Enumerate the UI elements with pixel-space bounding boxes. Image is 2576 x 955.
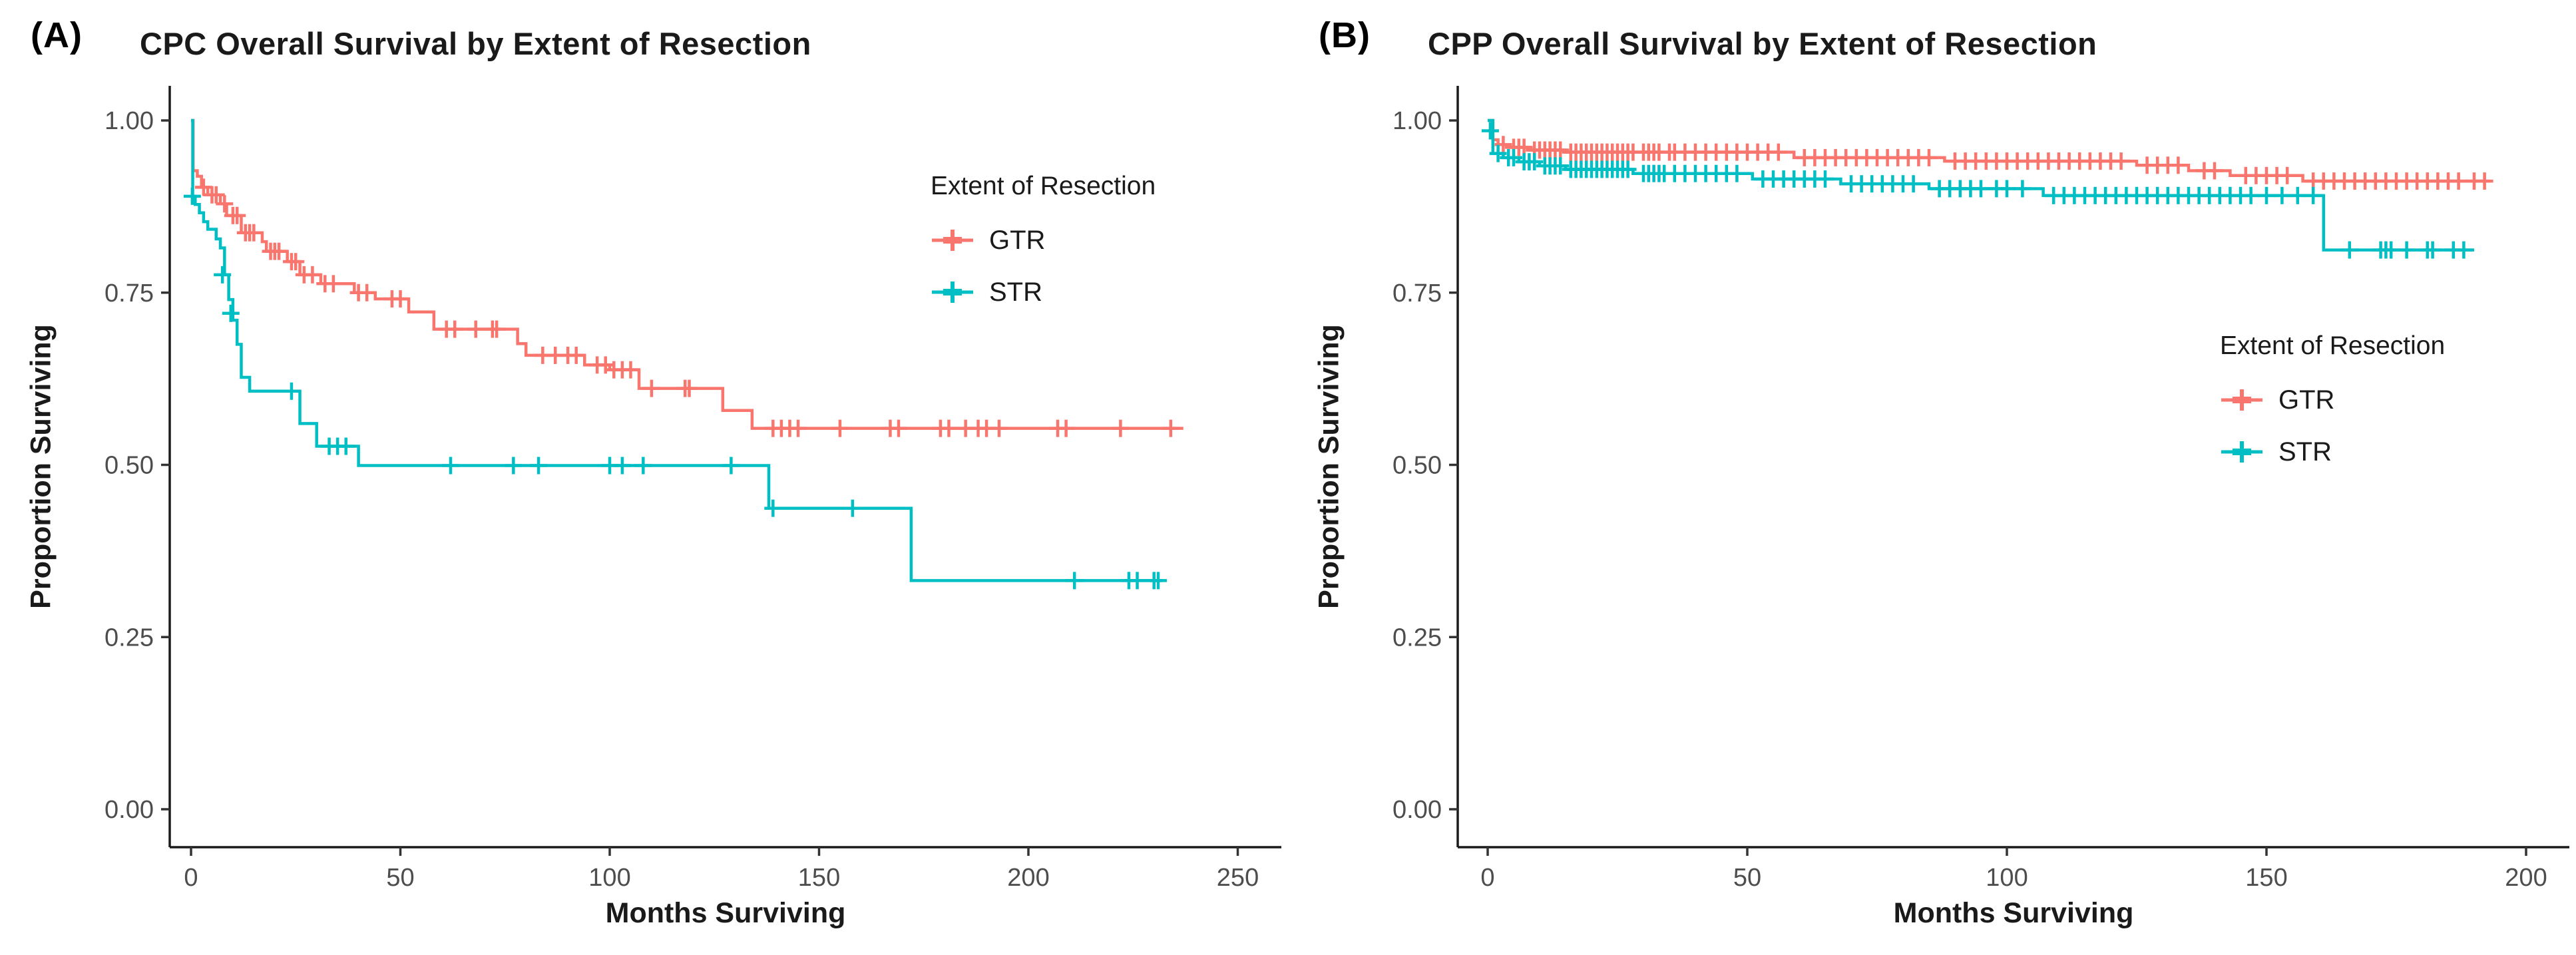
x-tick-label: 0 (184, 864, 198, 892)
panel-b: (B) CPP Overall Survival by Extent of Re… (1288, 0, 2576, 955)
y-tick-label: 0.00 (1393, 796, 1442, 824)
legend-entry-gtr: GTR (931, 214, 1156, 266)
x-tick-label: 50 (1733, 864, 1761, 892)
y-tick-label: 1.00 (1393, 107, 1442, 135)
x-tick-label: 50 (386, 864, 414, 892)
y-tick-label: 0.50 (1393, 452, 1442, 480)
x-tick-label: 100 (588, 864, 630, 892)
x-tick-label: 150 (2245, 864, 2287, 892)
y-tick-label: 0.75 (105, 280, 154, 307)
x-tick-label: 200 (2505, 864, 2547, 892)
panel-a: (A) CPC Overall Survival by Extent of Re… (25, 15, 1281, 929)
legend-entry-gtr: GTR (2220, 374, 2445, 426)
y-tick-label: 1.00 (105, 107, 154, 135)
x-tick-label: 100 (1986, 864, 2028, 892)
legend-entry-str: STR (931, 266, 1156, 318)
y-tick-label: 0.25 (1393, 624, 1442, 652)
str-legend-key-icon (932, 282, 973, 303)
panel-a-legend-title: Extent of Resection (931, 172, 1156, 200)
panel-b-x-axis-title: Months Surviving (1893, 897, 2134, 929)
panel-b-plot-area: 1.00 0.75 0.50 0.25 0.00 0 50 100 150 200 (1393, 86, 2569, 892)
legend-entry-label-str: STR (989, 277, 1042, 307)
x-tick-label: 250 (1217, 864, 1259, 892)
panel-b-legend: Extent of Resection GTR STR (2220, 331, 2445, 478)
panel-a-plot-area: 1.00 0.75 0.50 0.25 0.00 0 50 100 150 200 250 (105, 86, 1281, 892)
x-tick-label: 150 (798, 864, 840, 892)
gtr-legend-key-icon (932, 230, 973, 251)
x-tick-label: 200 (1007, 864, 1049, 892)
panel-a-x-axis-title: Months Surviving (605, 897, 846, 929)
y-tick-label: 0.50 (105, 452, 154, 480)
gtr-legend-key-icon (2221, 389, 2262, 411)
panel-a-label: (A) (31, 15, 83, 55)
panel-b-label: (B) (1319, 15, 1371, 55)
panel-a-legend: Extent of Resection GTR STR (931, 172, 1156, 318)
y-tick-label: 0.75 (1393, 280, 1442, 307)
legend-entry-label-str: STR (2278, 437, 2332, 467)
str-legend-key-icon (2221, 441, 2262, 463)
y-tick-label: 0.25 (105, 624, 154, 652)
panel-b-legend-title: Extent of Resection (2220, 331, 2446, 360)
legend-entry-str: STR (2220, 426, 2445, 478)
y-tick-label: 0.00 (105, 796, 154, 824)
panel-a-title: CPC Overall Survival by Extent of Resect… (140, 26, 811, 61)
legend-entry-label-gtr: GTR (989, 225, 1046, 255)
x-tick-label: 0 (1480, 864, 1494, 892)
panel-b-title: CPP Overall Survival by Extent of Resect… (1428, 26, 2097, 61)
legend-entry-label-gtr: GTR (2278, 385, 2335, 415)
